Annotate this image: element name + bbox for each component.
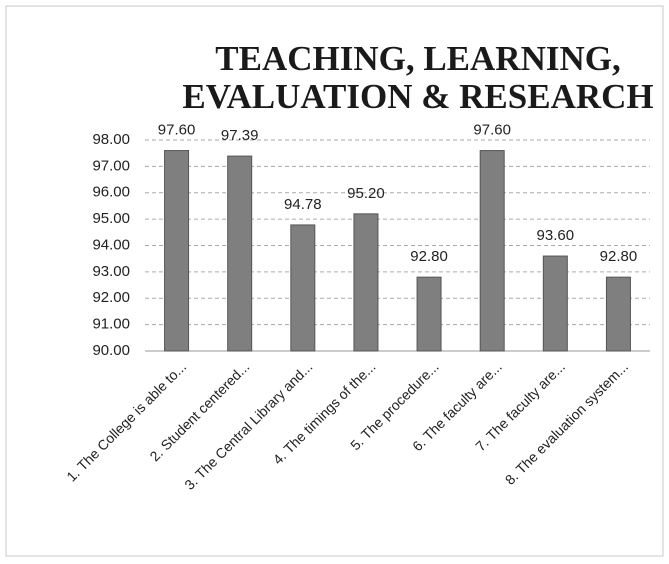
chart-title: EVALUATION & RESEARCH — [182, 77, 653, 116]
chart-title: TEACHING, LEARNING, — [215, 39, 620, 78]
y-tick-label: 98.00 — [92, 131, 130, 148]
value-label: 92.80 — [600, 248, 638, 265]
y-tick-label: 91.00 — [92, 316, 130, 333]
y-tick-label: 96.00 — [92, 184, 130, 201]
bar — [290, 224, 316, 352]
bar — [542, 255, 568, 352]
value-label: 93.60 — [537, 227, 575, 244]
value-label: 94.78 — [284, 196, 322, 213]
value-label: 97.60 — [473, 122, 511, 139]
bar — [605, 276, 631, 352]
value-label: 97.39 — [221, 127, 259, 144]
value-label: 92.80 — [410, 248, 448, 265]
y-tick-label: 90.00 — [92, 342, 130, 359]
value-label: 97.60 — [158, 122, 196, 139]
y-tick-label: 97.00 — [92, 157, 130, 174]
y-tick-label: 94.00 — [92, 236, 130, 253]
value-label: 95.20 — [347, 185, 385, 202]
y-tick-label: 95.00 — [92, 210, 130, 227]
bar — [164, 150, 190, 352]
bar — [353, 213, 379, 352]
bar — [227, 155, 253, 352]
y-tick-label: 92.00 — [92, 289, 130, 306]
bar — [416, 276, 442, 352]
bar — [479, 150, 505, 352]
y-tick-label: 93.00 — [92, 263, 130, 280]
